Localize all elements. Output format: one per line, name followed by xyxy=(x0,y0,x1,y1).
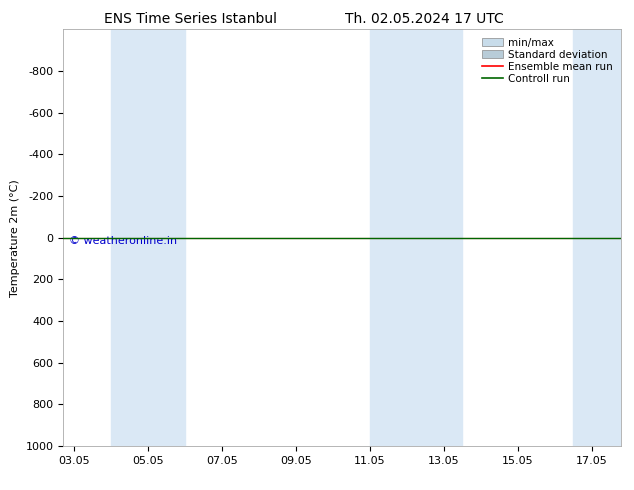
Text: Th. 02.05.2024 17 UTC: Th. 02.05.2024 17 UTC xyxy=(346,12,504,26)
Bar xyxy=(573,29,621,446)
Text: ENS Time Series Istanbul: ENS Time Series Istanbul xyxy=(104,12,276,26)
Bar xyxy=(370,29,462,446)
Bar xyxy=(112,29,185,446)
Text: © weatheronline.in: © weatheronline.in xyxy=(69,236,177,245)
Legend: min/max, Standard deviation, Ensemble mean run, Controll run: min/max, Standard deviation, Ensemble me… xyxy=(479,35,616,87)
Y-axis label: Temperature 2m (°C): Temperature 2m (°C) xyxy=(10,179,20,296)
